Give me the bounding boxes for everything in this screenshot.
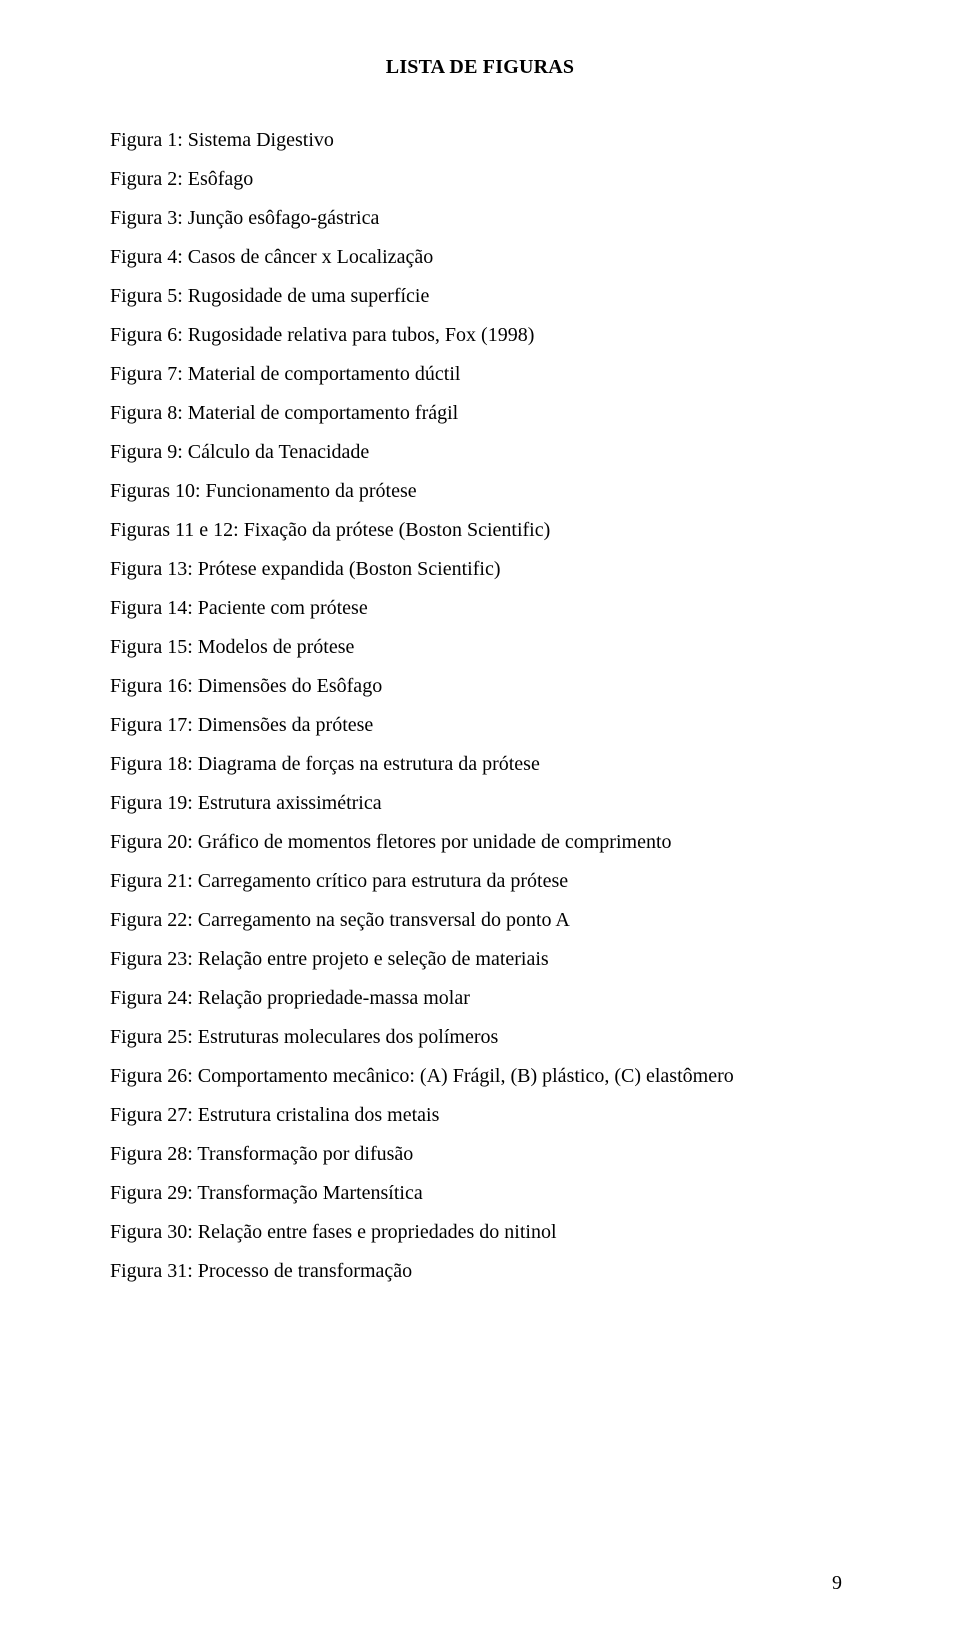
list-item: Figura 1: Sistema Digestivo bbox=[110, 121, 850, 160]
list-item: Figura 2: Esôfago bbox=[110, 160, 850, 199]
list-item: Figura 23: Relação entre projeto e seleç… bbox=[110, 940, 850, 979]
list-item: Figuras 10: Funcionamento da prótese bbox=[110, 472, 850, 511]
list-item: Figura 15: Modelos de prótese bbox=[110, 628, 850, 667]
list-item: Figura 27: Estrutura cristalina dos meta… bbox=[110, 1096, 850, 1135]
list-item: Figura 16: Dimensões do Esôfago bbox=[110, 667, 850, 706]
document-page: LISTA DE FIGURAS Figura 1: Sistema Diges… bbox=[0, 0, 960, 1635]
list-item: Figura 3: Junção esôfago-gástrica bbox=[110, 199, 850, 238]
page-number: 9 bbox=[832, 1572, 842, 1595]
list-item: Figura 25: Estruturas moleculares dos po… bbox=[110, 1018, 850, 1057]
list-item: Figura 4: Casos de câncer x Localização bbox=[110, 238, 850, 277]
list-item: Figura 8: Material de comportamento frág… bbox=[110, 394, 850, 433]
list-item: Figura 20: Gráfico de momentos fletores … bbox=[110, 823, 850, 862]
list-item: Figuras 11 e 12: Fixação da prótese (Bos… bbox=[110, 511, 850, 550]
list-item: Figura 14: Paciente com prótese bbox=[110, 589, 850, 628]
list-item: Figura 13: Prótese expandida (Boston Sci… bbox=[110, 550, 850, 589]
list-item: Figura 31: Processo de transformação bbox=[110, 1252, 850, 1291]
list-item: Figura 30: Relação entre fases e proprie… bbox=[110, 1213, 850, 1252]
list-item: Figura 19: Estrutura axissimétrica bbox=[110, 784, 850, 823]
list-item: Figura 28: Transformação por difusão bbox=[110, 1135, 850, 1174]
list-item: Figura 29: Transformação Martensítica bbox=[110, 1174, 850, 1213]
figures-list: Figura 1: Sistema Digestivo Figura 2: Es… bbox=[110, 121, 850, 1291]
list-item: Figura 17: Dimensões da prótese bbox=[110, 706, 850, 745]
page-title: LISTA DE FIGURAS bbox=[110, 56, 850, 79]
list-item: Figura 5: Rugosidade de uma superfície bbox=[110, 277, 850, 316]
list-item: Figura 9: Cálculo da Tenacidade bbox=[110, 433, 850, 472]
list-item: Figura 7: Material de comportamento dúct… bbox=[110, 355, 850, 394]
list-item: Figura 6: Rugosidade relativa para tubos… bbox=[110, 316, 850, 355]
list-item: Figura 26: Comportamento mecânico: (A) F… bbox=[110, 1057, 850, 1096]
list-item: Figura 22: Carregamento na seção transve… bbox=[110, 901, 850, 940]
list-item: Figura 24: Relação propriedade-massa mol… bbox=[110, 979, 850, 1018]
list-item: Figura 18: Diagrama de forças na estrutu… bbox=[110, 745, 850, 784]
list-item: Figura 21: Carregamento crítico para est… bbox=[110, 862, 850, 901]
